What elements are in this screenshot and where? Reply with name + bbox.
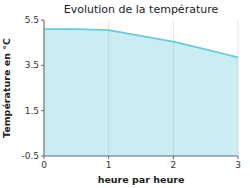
y-tick-label: 3.5 xyxy=(25,60,39,70)
x-tick-label: 1 xyxy=(106,160,112,170)
x-axis-line xyxy=(44,156,238,157)
y-tick xyxy=(41,65,44,66)
x-tick-label: 2 xyxy=(170,160,176,170)
grid-line-x xyxy=(44,20,45,156)
x-tick xyxy=(108,156,109,159)
x-tick-label: 3 xyxy=(235,160,241,170)
y-tick xyxy=(41,110,44,111)
y-tick xyxy=(41,156,44,157)
x-tick xyxy=(173,156,174,159)
y-tick-label: 5.5 xyxy=(25,15,39,25)
x-tick-label: 0 xyxy=(41,160,47,170)
chart: 0 1 2 3 -0.5 1.5 3.5 5.5 Evolution de la tempéra… xyxy=(0,0,250,188)
y-tick-label: -0.5 xyxy=(21,151,39,161)
x-axis-label: heure par heure xyxy=(98,174,185,185)
y-axis-line xyxy=(44,20,45,156)
y-axis-label: Température en °C xyxy=(1,38,12,138)
area-fill xyxy=(44,29,238,156)
title: Evolution de la température xyxy=(64,3,219,16)
line xyxy=(44,29,238,57)
y-tick-label: 1.5 xyxy=(25,106,39,116)
plot-area xyxy=(44,29,238,156)
y-tick xyxy=(41,20,44,21)
x-tick xyxy=(238,156,239,159)
